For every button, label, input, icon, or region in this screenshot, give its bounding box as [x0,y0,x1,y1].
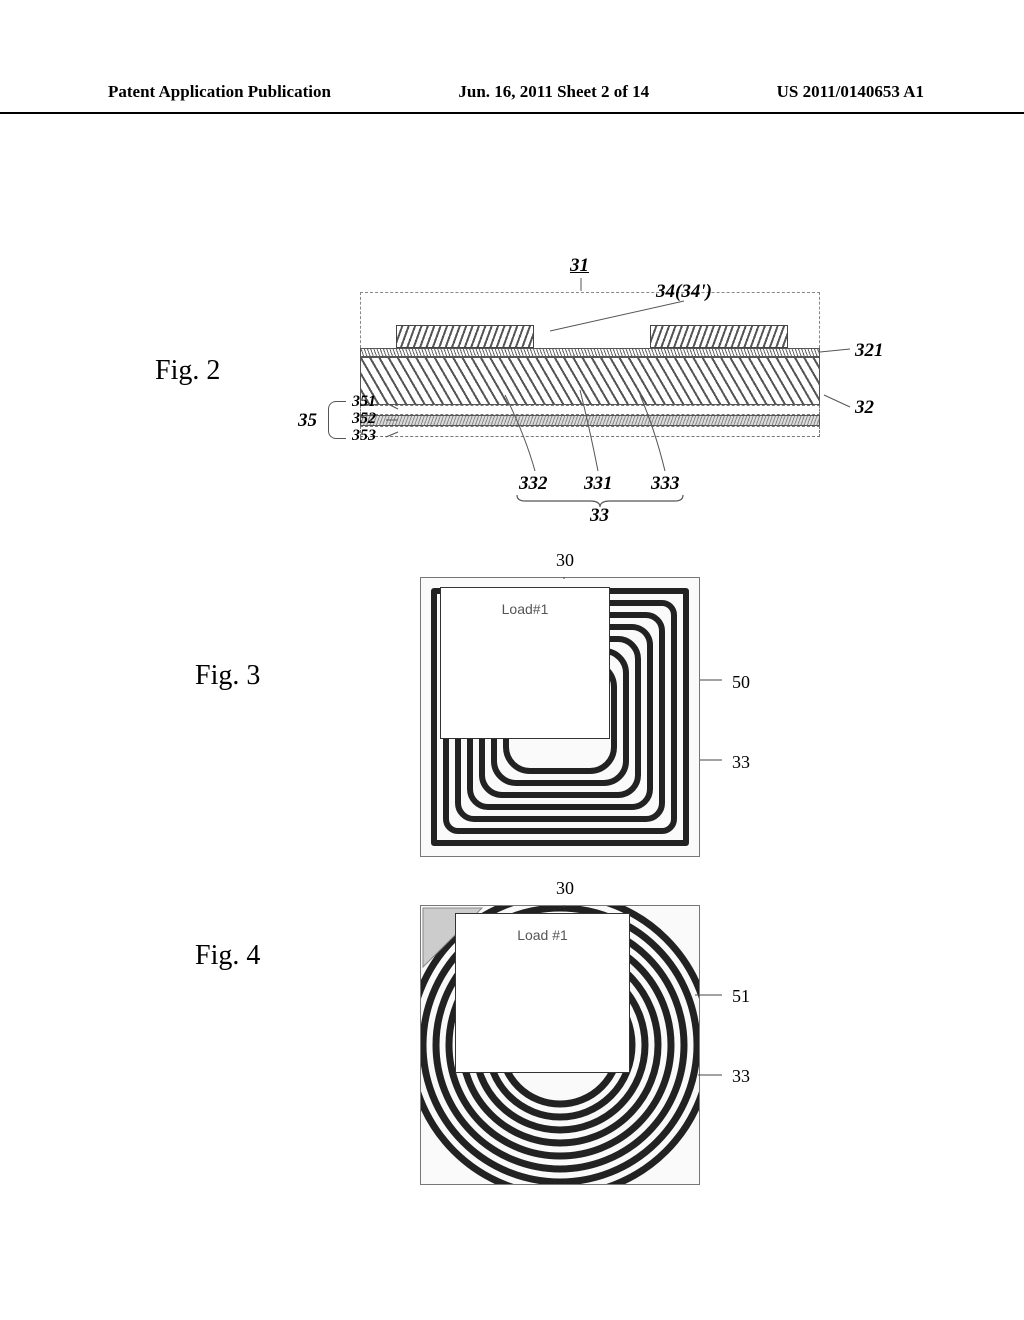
ref-33: 33 [590,505,609,527]
ref-332: 332 [519,473,548,495]
ref-31: 31 [570,255,589,277]
layer-351 [360,405,820,415]
figure-4: Load #1 [420,905,720,1193]
ref-34: 34(34') [656,281,712,303]
ref-333: 333 [651,473,680,495]
fig4-ref-51: 51 [732,986,750,1007]
figure-3: Load#1 [420,577,720,865]
brace-35 [328,401,346,439]
layer-321 [360,348,820,357]
layer-32 [360,357,820,405]
fig2-label: Fig. 2 [155,355,220,387]
figure-2: 31 34(34') 321 32 35 351 352 353 332 331… [290,255,880,525]
fig3-ref-50: 50 [732,672,750,693]
ref-353: 353 [352,427,376,445]
header-center: Jun. 16, 2011 Sheet 2 of 14 [458,82,649,102]
pad-left [396,325,534,348]
publication-header: Patent Application Publication Jun. 16, … [0,82,1024,114]
layer-353 [360,426,820,437]
pad-right [650,325,788,348]
fig3-label: Fig. 3 [195,660,260,692]
fig3-leaders [420,577,740,867]
fig4-label: Fig. 4 [195,940,260,972]
ref-331: 331 [584,473,613,495]
fig4-leaders [420,905,740,1195]
ref-35: 35 [298,410,317,432]
electrode-pads [360,325,820,348]
header-left: Patent Application Publication [108,82,331,102]
ref-352: 352 [352,410,376,428]
ref-351: 351 [352,393,376,411]
ref-32: 32 [855,397,874,419]
fig4-ref-30: 30 [556,878,574,899]
fig3-ref-33: 33 [732,752,750,773]
layer-352 [360,415,820,426]
header-right: US 2011/0140653 A1 [777,82,924,102]
fig4-ref-33: 33 [732,1066,750,1087]
fig3-ref-30: 30 [556,550,574,571]
ref-321: 321 [855,340,884,362]
